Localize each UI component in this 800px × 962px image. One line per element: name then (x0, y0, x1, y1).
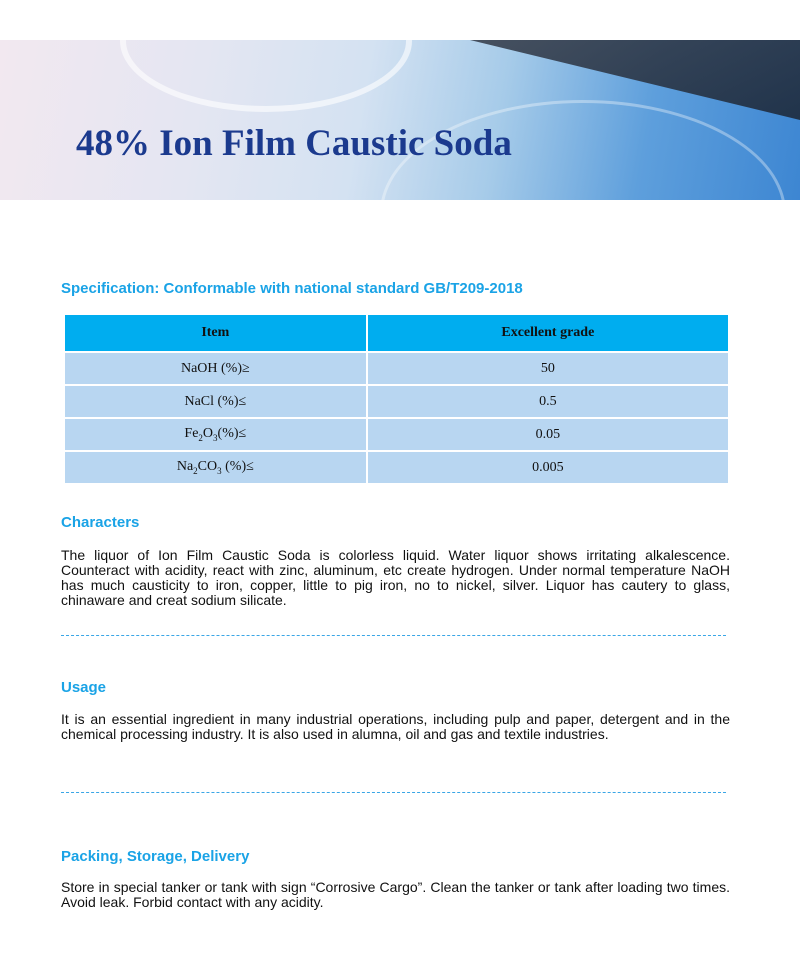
packing-text: Store in special tanker or tank with sig… (61, 879, 730, 910)
divider (61, 635, 726, 636)
value-cell: 0.5 (365, 384, 731, 419)
spec-heading: Specification: Conformable with national… (61, 280, 523, 297)
value-cell: 50 (365, 351, 731, 386)
divider (61, 792, 726, 793)
page-title: 48% Ion Film Caustic Soda (76, 123, 512, 164)
item-cell: NaOH (%)≥ (63, 351, 368, 386)
column-header: Item (63, 313, 368, 353)
table-row: NaCl (%)≤ 0.5 (63, 384, 731, 419)
table-row: Na2CO3 (%)≤ 0.005 (63, 450, 731, 485)
spec-table: Item Excellent grade NaOH (%)≥ 50 NaCl (%)… (63, 313, 731, 485)
usage-text: It is an essential ingredient in many in… (61, 711, 730, 742)
characters-text: The liquor of Ion Film Caustic Soda is c… (61, 547, 730, 608)
item-cell: Fe2O3(%)≤ (63, 417, 368, 452)
table-row: NaOH (%)≥ 50 (63, 351, 731, 386)
column-header: Excellent grade (365, 313, 731, 353)
table-row: Fe2O3(%)≤ 0.05 (63, 417, 731, 452)
characters-heading: Characters (61, 514, 140, 531)
usage-heading: Usage (61, 679, 107, 696)
decor (120, 40, 412, 112)
item-cell: Na2CO3 (%)≤ (63, 450, 368, 485)
header-banner (0, 40, 800, 200)
item-cell: NaCl (%)≤ (63, 384, 368, 419)
value-cell: 0.005 (365, 450, 731, 485)
packing-heading: Packing, Storage, Delivery (61, 848, 250, 865)
value-cell: 0.05 (365, 417, 731, 452)
